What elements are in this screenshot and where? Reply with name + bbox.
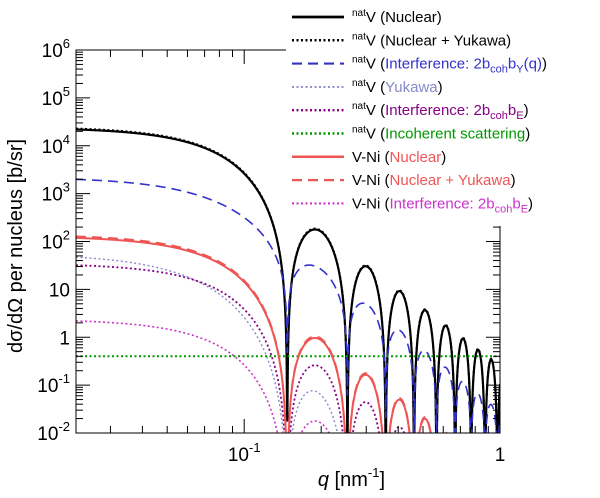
- y-tick-label: 106: [42, 36, 70, 62]
- y-tick-label: 103: [42, 180, 70, 206]
- legend-label: natV (Interference: 2bcoh​bY​(q)): [352, 55, 547, 76]
- series-line: [76, 128, 500, 433]
- legend-label: natV (Nuclear + Yukawa): [352, 31, 511, 49]
- legend-label: natV (Yukawa): [352, 78, 443, 96]
- x-tick-label: 10-1: [228, 440, 261, 466]
- y-tick-label: 1: [59, 328, 70, 349]
- y-tick-label: 104: [42, 132, 70, 158]
- x-tick-label: 1: [495, 445, 506, 466]
- y-tick-label: 10-2: [37, 419, 70, 445]
- y-axis-title: dσ/dΩ per nucleus [b/sr]: [5, 139, 27, 353]
- y-tick-label: 102: [42, 228, 70, 254]
- legend-label: natV (Interference: 2bcoh​bE​): [352, 101, 529, 122]
- y-tick-label: 105: [42, 84, 70, 110]
- legend-label: V-Ni (Nuclear + Yukawa): [352, 172, 516, 189]
- data-curves: [76, 127, 500, 433]
- y-tick-label: 10-1: [37, 371, 70, 397]
- series-line: [76, 178, 500, 433]
- legend-label: natV (Nuclear): [352, 8, 442, 26]
- legend-label: natV (Incoherent scattering): [352, 125, 530, 143]
- legend: natV (Nuclear) natV (Nuclear + Yukawa) nat…: [286, 4, 600, 226]
- x-axis-title: q [nm-1]: [318, 465, 385, 491]
- y-tick-label: 10: [49, 280, 70, 301]
- legend-label: V-Ni (Interference: 2bcoh​bE​): [352, 195, 533, 215]
- legend-label: V-Ni (Nuclear): [352, 149, 446, 166]
- series-line: [76, 235, 448, 433]
